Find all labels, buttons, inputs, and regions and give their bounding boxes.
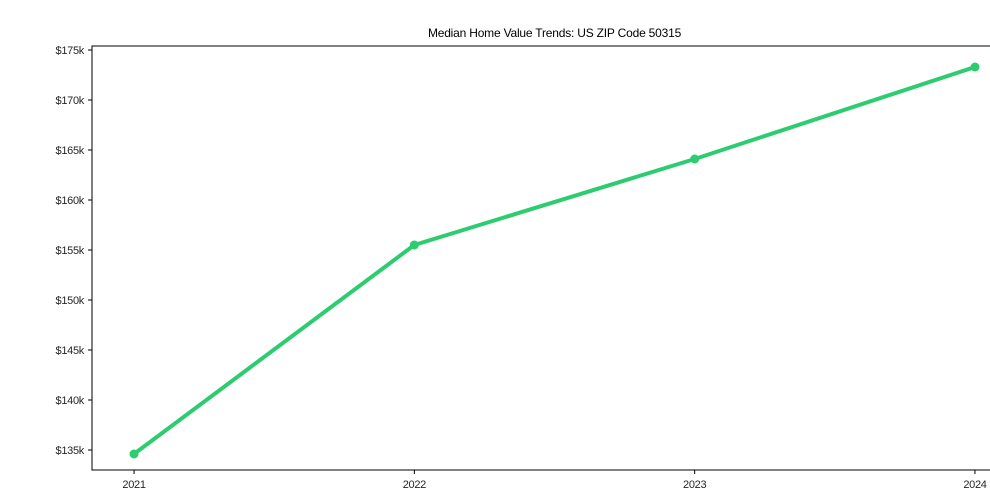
y-axis-tick-label: $135k xyxy=(56,445,85,457)
x-axis-tick-label: 2022 xyxy=(403,479,426,490)
y-axis-tick-label: $170k xyxy=(56,95,85,107)
y-axis-tick-label: $140k xyxy=(56,395,85,407)
line-chart-figure: Median Home Value Trends: US ZIP Code 50… xyxy=(40,16,990,490)
line-chart: Median Home Value Trends: US ZIP Code 50… xyxy=(56,26,990,490)
data-point-marker xyxy=(970,62,980,72)
plot-area: $135k $140k $145k $150k $155k $160k $165k $170k… xyxy=(56,45,990,490)
y-axis-tick-label: $150k xyxy=(56,295,85,307)
y-axis-tick-label: $175k xyxy=(56,45,85,57)
data-point-marker xyxy=(409,240,419,250)
x-axis-tick-label: 2021 xyxy=(122,479,145,490)
y-axis-tick-label: $160k xyxy=(56,195,85,207)
x-axis-tick-label: 2024 xyxy=(963,479,986,490)
plot-border xyxy=(91,45,990,471)
x-axis-tick-label: 2023 xyxy=(683,479,706,490)
y-axis-tick-label: $145k xyxy=(56,345,85,357)
data-point-marker xyxy=(129,449,139,459)
data-point-marker xyxy=(690,154,700,164)
y-axis-tick-label: $155k xyxy=(56,245,85,257)
chart-title: Median Home Value Trends: US ZIP Code 50… xyxy=(428,26,682,40)
series-line xyxy=(132,65,977,456)
y-axis-tick-label: $165k xyxy=(56,145,85,157)
